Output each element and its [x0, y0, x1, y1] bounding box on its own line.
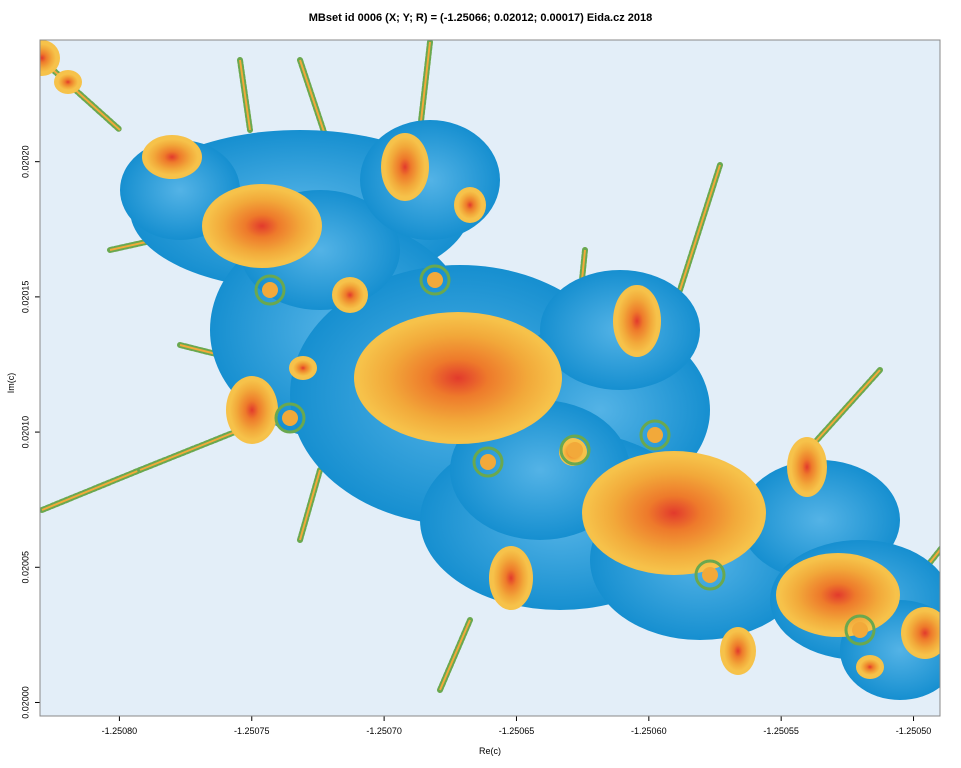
- fractal-shapes: [40, 40, 940, 700]
- spiral-ring: [254, 274, 286, 306]
- interior-region: [360, 120, 500, 240]
- x-tick-label: -1.25080: [102, 726, 138, 736]
- spiral-bulb: [427, 272, 443, 288]
- bulb: [860, 659, 880, 675]
- filament-core: [439, 619, 471, 691]
- spiral-ring: [274, 402, 306, 434]
- spiral-bulb: [282, 410, 298, 426]
- x-tick-label: -1.25060: [631, 726, 667, 736]
- bulb: [586, 455, 762, 571]
- spiral-bulb: [852, 622, 868, 638]
- x-tick-label: -1.25055: [763, 726, 799, 736]
- x-tick-label: -1.25050: [896, 726, 932, 736]
- spiral-bulb: [702, 567, 718, 583]
- x-tick: -1.25080: [102, 716, 138, 736]
- spiral-ring: [472, 446, 504, 478]
- x-tick-label: -1.25065: [499, 726, 535, 736]
- y-tick-label: 0.02015: [20, 281, 30, 314]
- x-tick: -1.25075: [234, 716, 270, 736]
- filament-core: [239, 59, 251, 131]
- bulb: [617, 289, 657, 353]
- bulb: [206, 188, 318, 264]
- x-tick: -1.25055: [763, 716, 799, 736]
- filament-core: [139, 429, 241, 471]
- spiral-bulb: [262, 282, 278, 298]
- axes: -1.25080 -1.25075 -1.25070 -1.25065 -1.25060…: [20, 39, 941, 736]
- x-tick: -1.25070: [366, 716, 402, 736]
- bulb: [358, 316, 558, 440]
- bulb: [385, 137, 425, 197]
- spiral-ring: [639, 419, 671, 451]
- bulb: [791, 441, 823, 493]
- x-tick-label: -1.25070: [366, 726, 402, 736]
- y-tick: 0.02020: [20, 145, 40, 178]
- bulb: [336, 281, 364, 309]
- bulb: [780, 557, 896, 633]
- y-tick: 0.02015: [20, 281, 40, 314]
- chart-title: MBset id 0006 (X; Y; R) = (-1.25066; 0.0…: [308, 12, 653, 24]
- y-tick-label: 0.02000: [20, 686, 30, 719]
- spiral-bulb: [567, 442, 583, 458]
- spiral-ring: [694, 559, 726, 591]
- x-tick: -1.25065: [499, 716, 535, 736]
- x-tick: -1.25050: [896, 716, 932, 736]
- bulb: [905, 611, 940, 655]
- fractal-image: [40, 40, 940, 700]
- spiral-bulb: [647, 427, 663, 443]
- spiral-ring: [844, 614, 876, 646]
- filament-core: [41, 59, 121, 131]
- spiral-bulb: [480, 454, 496, 470]
- y-tick-label: 0.02005: [20, 551, 30, 584]
- filament-core: [679, 164, 721, 291]
- bulb: [724, 631, 752, 671]
- bulb: [146, 139, 198, 175]
- x-tick: -1.25060: [631, 716, 667, 736]
- bulb: [293, 360, 313, 376]
- bulb: [40, 44, 56, 72]
- filament-core: [41, 469, 141, 511]
- y-tick-label: 0.02010: [20, 416, 30, 449]
- y-tick: 0.02000: [20, 686, 40, 719]
- x-axis-label: Re(c): [479, 746, 501, 756]
- bulb: [493, 550, 529, 606]
- filament-core: [299, 469, 321, 541]
- y-tick: 0.02005: [20, 551, 40, 584]
- bulb: [458, 191, 482, 219]
- bulb: [230, 380, 274, 440]
- filament-core: [419, 41, 431, 131]
- y-tick: 0.02010: [20, 416, 40, 449]
- bulb: [58, 74, 78, 90]
- plot-frame: [39, 39, 941, 717]
- x-tick-label: -1.25075: [234, 726, 270, 736]
- spiral-ring: [559, 434, 591, 466]
- spiral-ring: [419, 264, 451, 296]
- y-tick-label: 0.02020: [20, 145, 30, 178]
